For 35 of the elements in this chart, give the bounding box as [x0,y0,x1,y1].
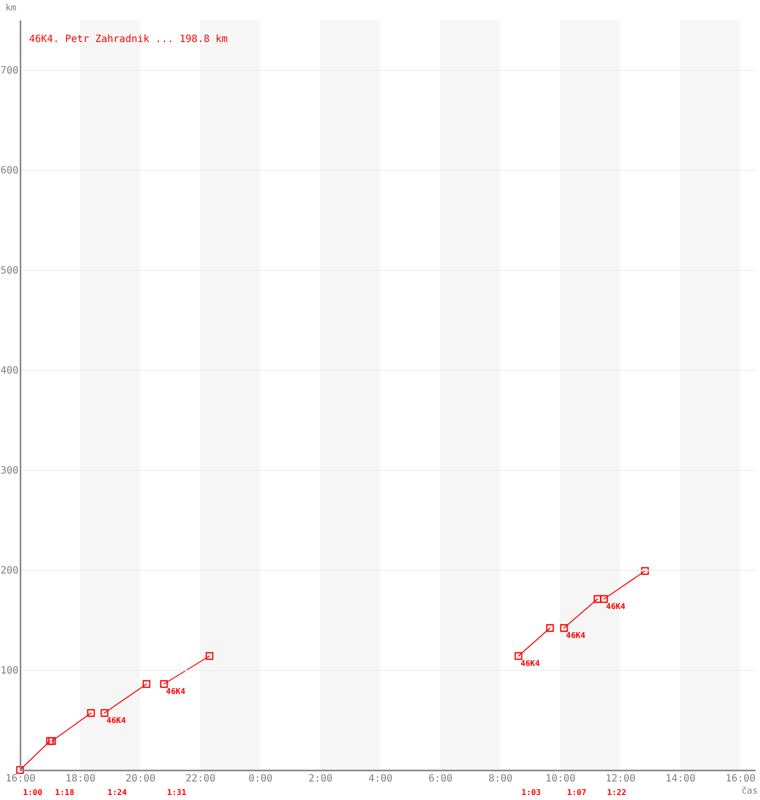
x-tick-label: 6:00 [428,774,453,784]
x-tick-label: 16:00 [725,774,756,784]
x-tick-label: 16:00 [5,774,36,784]
text: 1:18 [55,788,74,797]
x-tick-label: 22:00 [185,774,216,784]
x-tick-label: 2:00 [308,774,333,784]
y-tick-label: 200 [0,566,18,576]
annotation: 46K4 [606,602,626,611]
text: 1:00 [23,788,42,797]
x-tick-label: 8:00 [488,774,513,784]
x-tick-label: 12:00 [605,774,636,784]
y-tick-label: 300 [0,466,18,476]
x-tick-label: 14:00 [665,774,696,784]
annotation: 46K4 [166,687,186,696]
annotation: 46K4 [566,631,586,640]
x-tick-label: 4:00 [368,774,393,784]
x-tick-label: 20:00 [125,774,156,784]
y-tick-label: 700 [0,66,18,76]
x-tick-label: 10:00 [545,774,576,784]
y-tick-label: 100 [0,666,18,676]
text: 1:24 [108,788,127,797]
y-tick-label: 500 [0,266,18,276]
x-tick-label: 0:00 [248,774,273,784]
text: 1:03 [522,788,541,797]
y-tick-label: 600 [0,166,18,176]
y-axis-title: km [6,4,16,14]
y-tick-label: 400 [0,366,18,376]
text: 46K4. Petr Zahradnik ... 198.8 km [29,34,228,45]
annotation: 46K4 [106,716,126,725]
text: 1:07 [567,788,586,797]
text: 1:31 [167,788,186,797]
x-tick-label: 18:00 [65,774,96,784]
text: 1:22 [607,788,626,797]
x-axis-title: čas [742,786,758,796]
annotation: 46K4 [520,659,540,668]
